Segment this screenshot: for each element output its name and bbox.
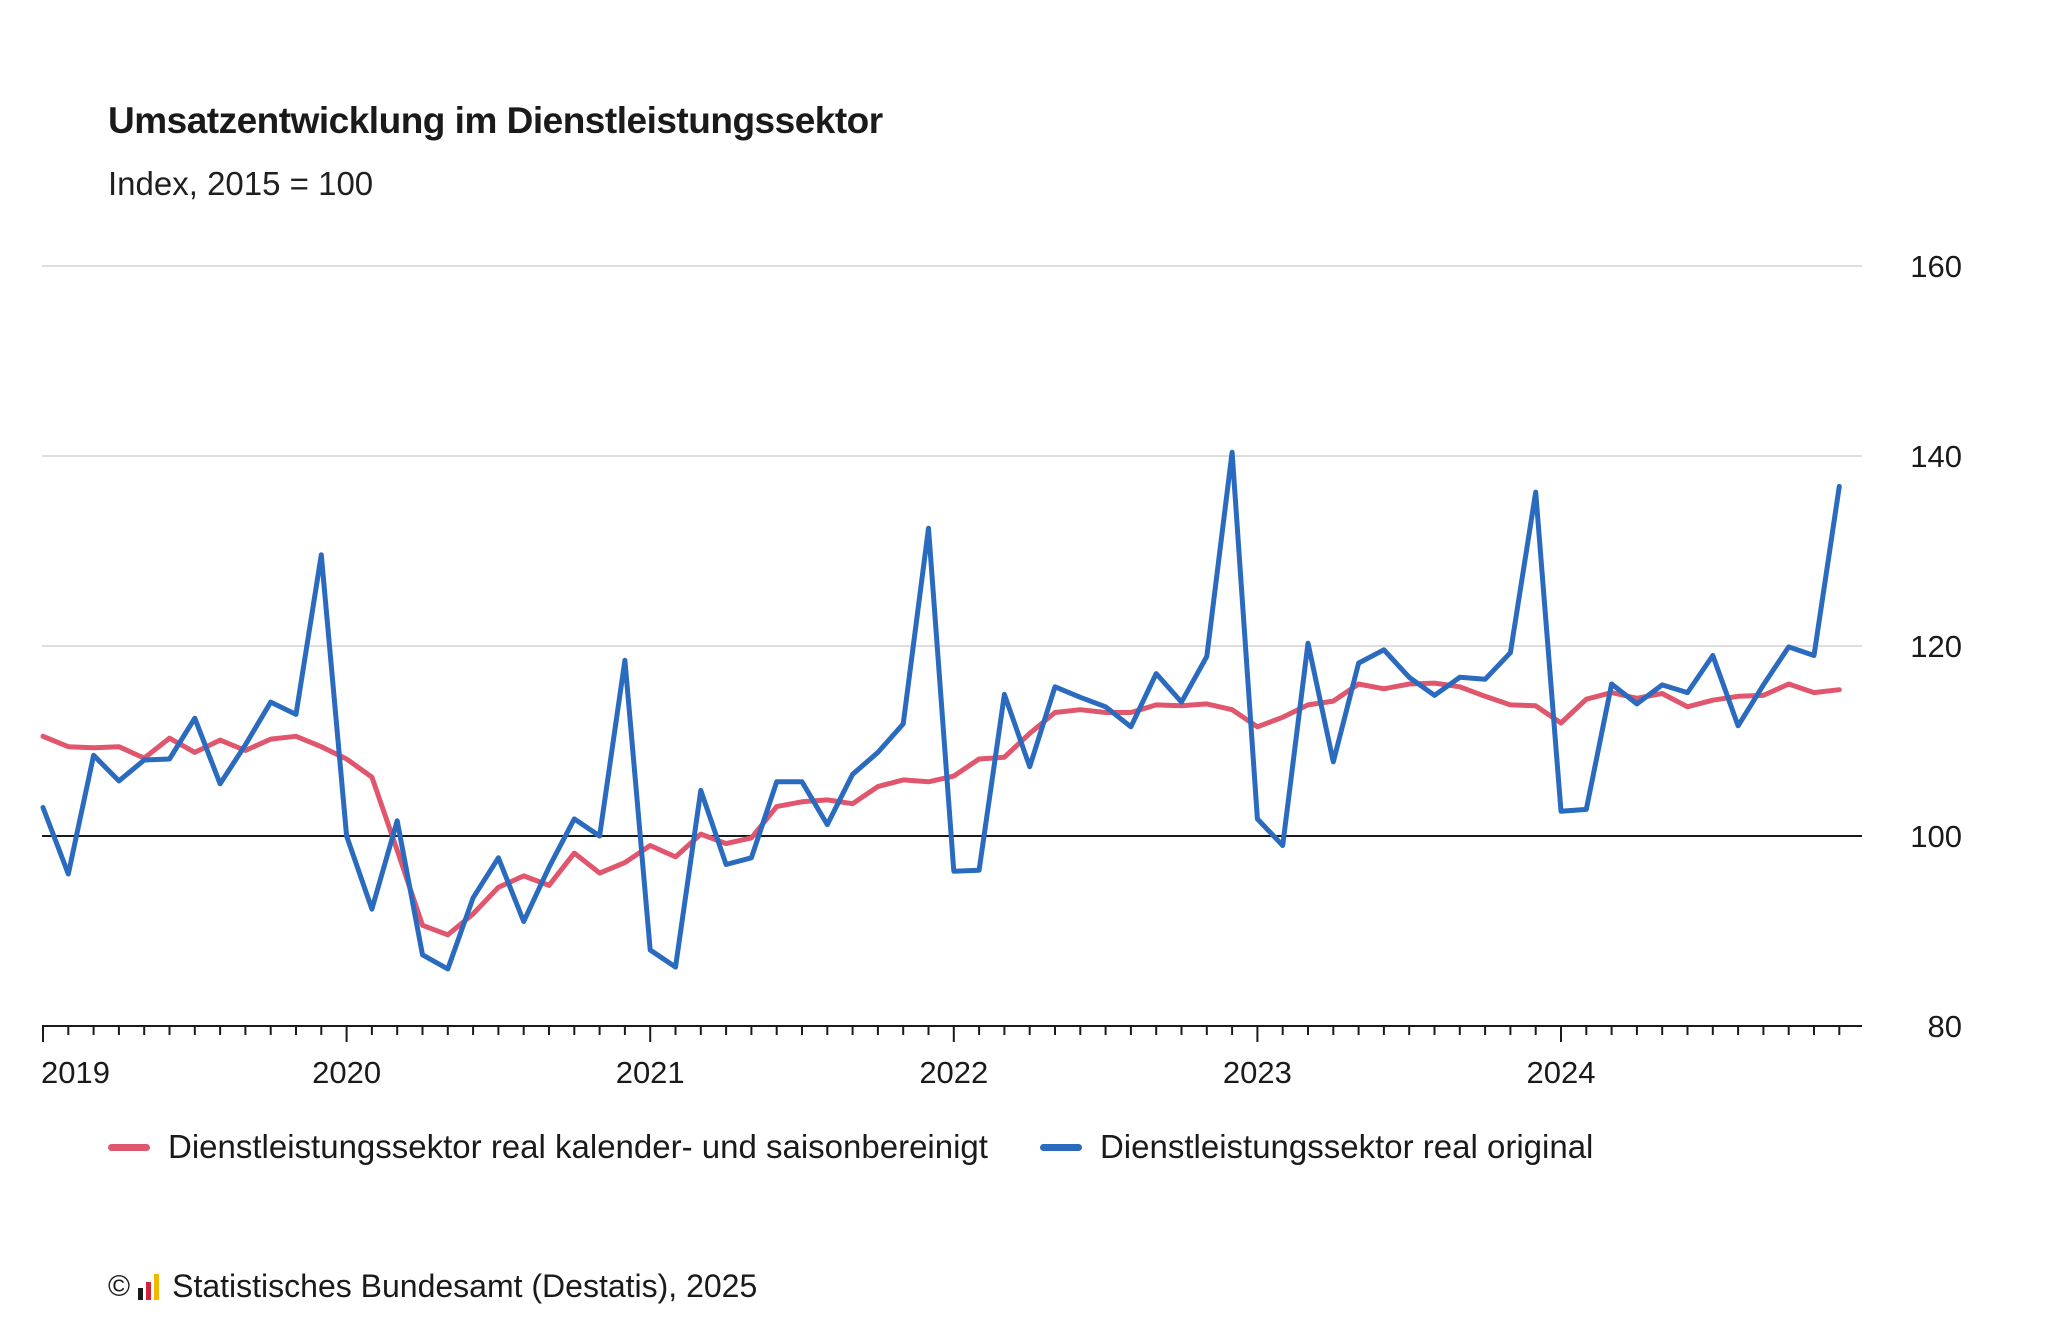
x-tick-label: 2024 bbox=[1527, 1055, 1596, 1090]
x-tick-label: 2022 bbox=[919, 1055, 988, 1090]
chart-title: Umsatzentwicklung im Dienstleistungssekt… bbox=[108, 100, 883, 141]
x-axis: 2019 2020 2021 2022 2023 2024 bbox=[41, 1025, 1862, 1090]
series-lines bbox=[40, 449, 1842, 972]
y-tick-label: 100 bbox=[1910, 819, 1962, 854]
x-tick-label: 2019 bbox=[41, 1055, 110, 1090]
copyright-symbol: © bbox=[108, 1269, 131, 1303]
series-line-original bbox=[40, 449, 1842, 972]
x-tick-label: 2021 bbox=[616, 1055, 685, 1090]
source-text: Statistisches Bundesamt (Destatis), 2025 bbox=[172, 1268, 758, 1304]
legend-item-original[interactable]: Dienstleistungssektor real original bbox=[1039, 1128, 1594, 1166]
legend-item-seasonally-adjusted[interactable]: Dienstleistungssektor real kalender- und… bbox=[108, 1128, 988, 1166]
destatis-logo-icon bbox=[138, 1273, 162, 1300]
y-axis-tick-labels: 80 100 120 140 160 bbox=[1910, 249, 1962, 1044]
y-tick-label: 160 bbox=[1910, 249, 1962, 284]
source-note: © Statistisches Bundesamt (Destatis), 20… bbox=[108, 1268, 757, 1305]
legend-label: Dienstleistungssektor real kalender- und… bbox=[168, 1128, 988, 1165]
y-tick-label: 120 bbox=[1910, 629, 1962, 664]
x-tick-label: 2020 bbox=[312, 1055, 381, 1090]
y-tick-label: 80 bbox=[1928, 1009, 1962, 1044]
legend-swatch bbox=[108, 1143, 150, 1151]
y-tick-label: 140 bbox=[1910, 439, 1962, 474]
series-line-seasonally-adjusted bbox=[40, 680, 1842, 938]
grid-lines bbox=[42, 265, 1862, 837]
chart-subtitle: Index, 2015 = 100 bbox=[108, 165, 374, 202]
x-tick-label: 2023 bbox=[1223, 1055, 1292, 1090]
chart-legend: Dienstleistungssektor real kalender- und… bbox=[108, 1128, 1645, 1166]
legend-label: Dienstleistungssektor real original bbox=[1099, 1128, 1594, 1165]
legend-swatch bbox=[1039, 1143, 1082, 1151]
